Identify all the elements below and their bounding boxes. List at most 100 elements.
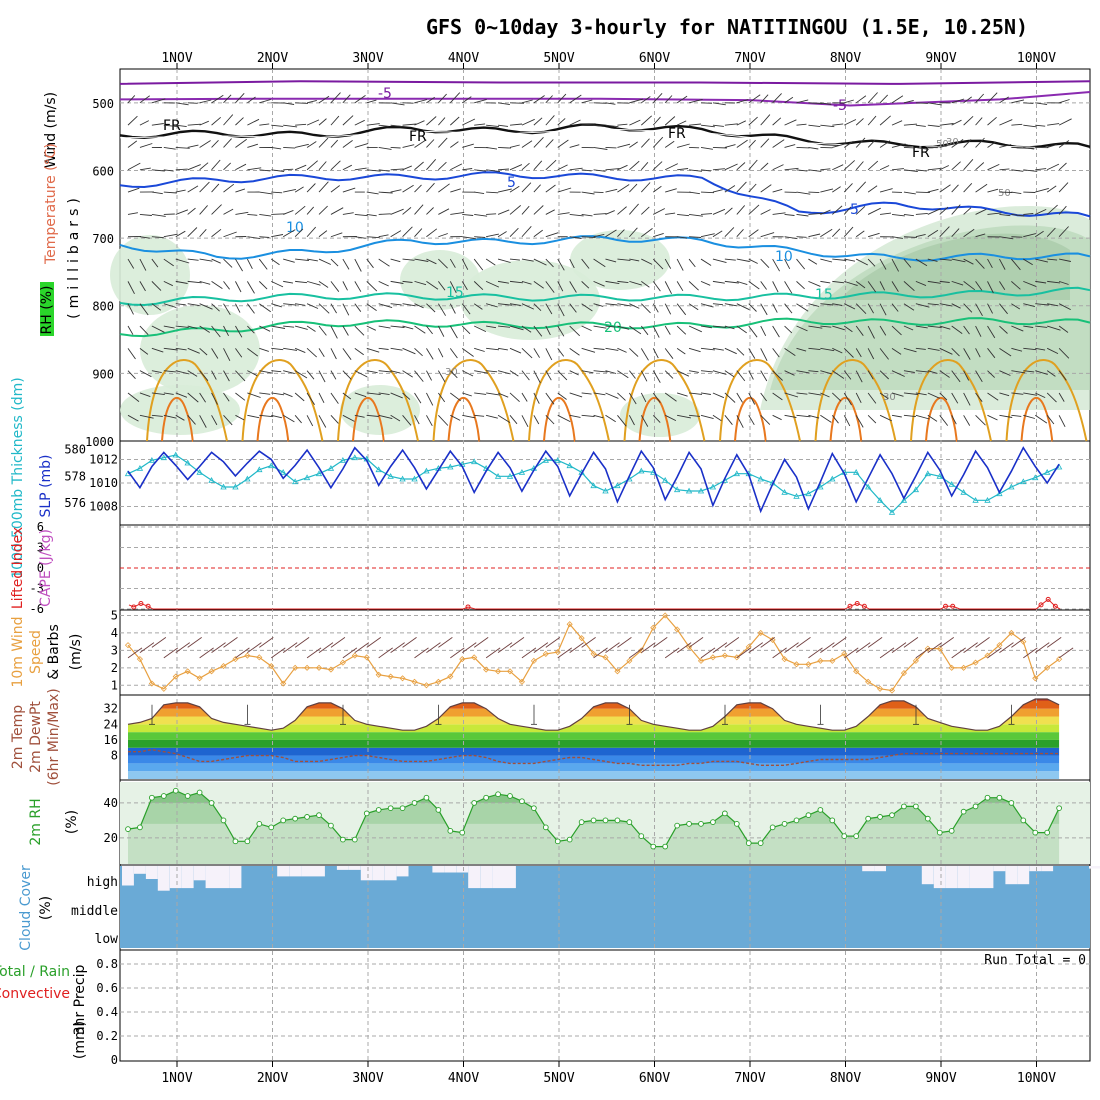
wind-barb [533,303,542,312]
wind-barb [271,234,284,238]
wind-barb [676,347,686,355]
wind-barb [927,258,938,262]
rh2m-point [435,807,442,813]
wind-barb [1058,348,1070,359]
wind-barb [891,642,907,654]
wind-barb [294,186,304,193]
wind-barb [1011,169,1024,172]
wind-barb [235,258,243,272]
wind-barb [867,92,878,104]
pressure-tick: 600 [92,164,114,178]
wind-barb [533,348,540,358]
wind-barb [283,325,295,328]
wind-barb [330,207,344,215]
wind-barb [915,280,927,287]
wind-barb [127,303,134,315]
wind-barb [342,140,353,148]
wind-barb [545,325,551,336]
wind-barb [581,213,593,217]
wind-barb [640,370,648,382]
wind-barb [664,95,673,104]
wind-barb [438,637,453,648]
wind-barb [498,325,511,328]
wind-barb [271,414,283,419]
wind-barb [163,124,178,128]
wind-speed-point [208,668,215,675]
wind-barb [270,258,280,266]
wind-barb [521,99,533,104]
wind-barb [999,347,1012,357]
rh-shade [120,385,240,435]
wind-barb [915,191,930,194]
wind-barb [163,191,177,194]
thickness-point [685,487,693,494]
wind-barb [867,370,874,380]
wind-barb [676,392,688,397]
wind-barb [855,230,865,238]
wind-barb [438,93,447,104]
wind-barb [808,303,820,307]
rh2m-point [781,821,788,827]
wind-barb [354,414,365,418]
wind-barb [306,415,314,427]
wind-barb [879,115,891,126]
wind-speed-point [721,652,728,659]
wind-barb [676,370,690,377]
wind-barb [449,281,457,294]
wind-barb [306,280,321,286]
wind-barb [605,414,616,423]
wind-barb [509,227,519,238]
isotherm-25-loop [337,359,419,442]
wind-barb [593,258,606,268]
wind-barb [831,415,839,424]
high-cloud-clear [921,866,934,885]
high-cloud-clear [444,866,457,873]
wind-barb [999,96,1009,104]
wind-barb [951,161,961,171]
thickness-point [554,457,561,463]
wind-barb [736,415,744,428]
wind-barb [521,348,533,359]
wind-barb [318,281,329,288]
wind-barb [223,258,233,268]
wind-barb [843,415,851,427]
wind-barb [605,303,618,306]
wind-barb [652,161,663,171]
wind-barb [880,212,892,215]
wind-barb [915,414,930,420]
wind-barb [426,139,435,148]
wind-barb [342,164,353,171]
isotherm-30-loop [829,396,863,442]
wind-barb [772,281,779,293]
wind-speed-point [614,668,621,675]
wind-barb [366,325,376,331]
wind-barb [127,162,141,171]
wind-barb [832,123,844,126]
thickness-point [602,487,609,494]
wind-barb [414,139,427,148]
isotherm-25-loop [432,359,515,442]
wind-barb [963,159,974,171]
wind-speed-point [829,657,836,664]
wind-barb [915,392,927,396]
wind-barb [999,414,1013,418]
wind-barb [151,303,162,311]
wind-barb [617,347,627,353]
wind-barb [903,325,914,331]
wind-barb [820,303,834,306]
wind-barb [736,139,748,148]
rh2m-point [901,803,907,810]
wind-barb [450,211,465,215]
wind-barb [689,213,703,217]
precip-unit-label: (mm) [72,1021,88,1059]
wind-barb [378,191,393,194]
wind-barb [450,141,459,148]
thickness-point [315,470,323,477]
lifted-index-line [463,606,476,610]
wind-barb [437,325,445,337]
wind-barb [187,258,199,261]
wind-barb [796,414,811,418]
isotherm-20-line [119,317,1091,338]
wind-barb [437,303,446,316]
temp-band [128,716,1060,725]
